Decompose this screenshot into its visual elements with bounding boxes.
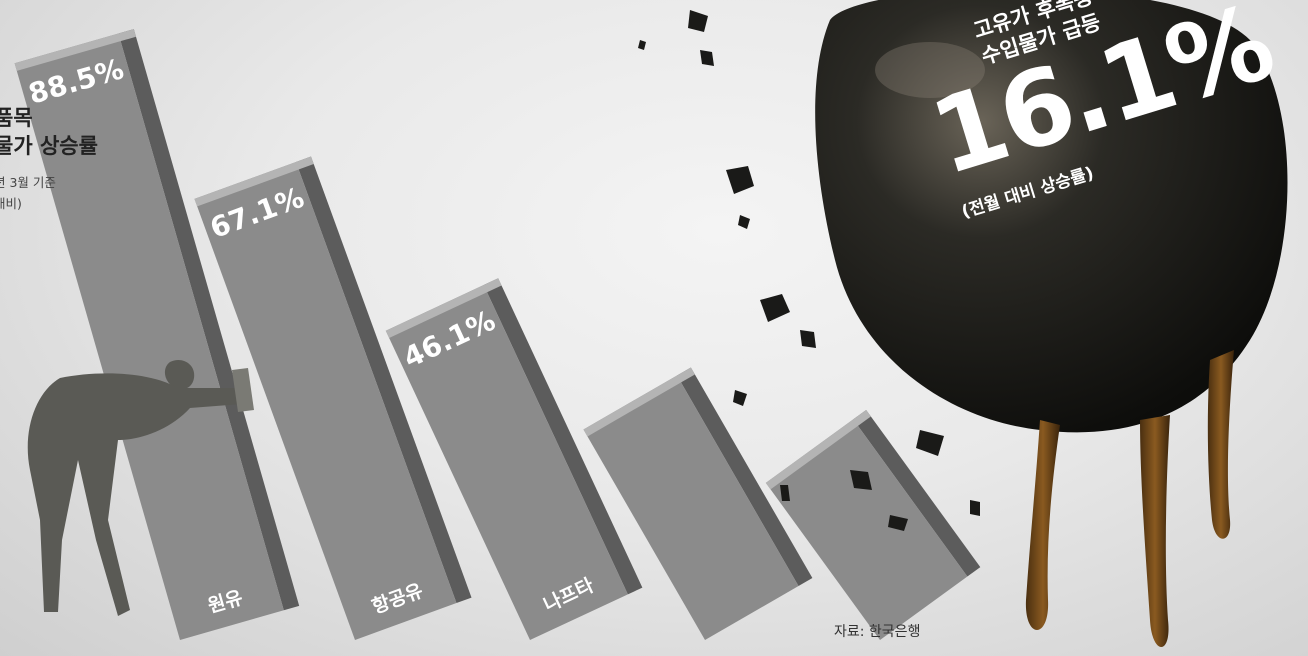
chart-title: 품목 물가 상승률 bbox=[0, 104, 98, 160]
bar-side-5 bbox=[853, 409, 981, 577]
bar-3: 46.1%나프타 bbox=[385, 278, 643, 640]
chart-title-line-2: 물가 상승률 bbox=[0, 134, 98, 158]
bar-5 bbox=[765, 409, 981, 640]
chart-subtitle-line-1: 년 3월 기준 bbox=[0, 175, 56, 190]
chart-subtitle-line-2: 대비) bbox=[0, 196, 22, 211]
bar-4 bbox=[583, 367, 813, 640]
source-note: 자료: 한국은행 bbox=[834, 624, 921, 640]
bar-side-4 bbox=[677, 367, 813, 586]
chart-title-line-1: 품목 bbox=[0, 106, 33, 130]
bar-top-2 bbox=[194, 156, 314, 207]
bar-top-4 bbox=[583, 367, 695, 437]
person-silhouette bbox=[27, 359, 254, 616]
bar-front-4 bbox=[583, 375, 799, 640]
bar-top-3 bbox=[385, 278, 502, 338]
bar-front-1 bbox=[14, 33, 284, 640]
bar-side-2 bbox=[295, 156, 472, 604]
bar-front-2 bbox=[194, 161, 457, 640]
chart-subtitle: 년 3월 기준 대비) bbox=[0, 172, 56, 214]
bar-top-1 bbox=[14, 29, 137, 71]
bar-front-5 bbox=[765, 419, 968, 640]
bar-side-3 bbox=[483, 278, 643, 595]
bar-front-3 bbox=[385, 285, 628, 640]
bar-1: 88.5%원유 bbox=[14, 29, 300, 640]
oil-drop-illustration bbox=[638, 0, 1288, 647]
bar-top-5 bbox=[765, 409, 871, 490]
bar-side-1 bbox=[118, 29, 300, 611]
bar-2: 67.1%항공유 bbox=[194, 156, 472, 640]
